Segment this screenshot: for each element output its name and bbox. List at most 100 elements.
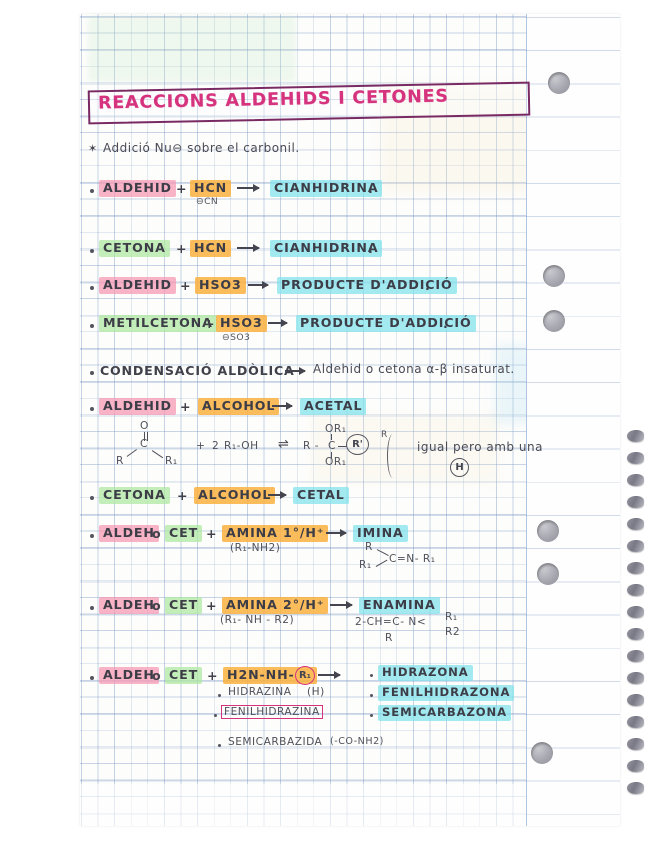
bond <box>331 452 333 458</box>
imina-structure-r-bottom: R₁ <box>359 559 372 571</box>
plus-sign: + <box>204 316 216 331</box>
product-cianhidrina: CIANHIDRINA <box>270 240 383 258</box>
reaction-arrow <box>285 367 306 374</box>
list-bullet <box>370 674 374 678</box>
right-margin <box>526 14 620 826</box>
reactant-hcn-anion: ⊖CN <box>196 196 219 207</box>
bond <box>147 432 149 441</box>
binder-hole <box>537 563 559 585</box>
reaction-arrow <box>268 491 287 498</box>
star-icon: ✶ <box>88 142 98 155</box>
reactant-metilcetona: METILCETONA <box>99 315 217 333</box>
plus-sign: + <box>177 488 189 503</box>
list-bullet <box>90 324 94 328</box>
pointer-curve <box>387 434 406 478</box>
enamina-structure-branch-r: R <box>385 632 393 644</box>
list-bullet <box>90 249 94 253</box>
product-fenilhidrazona: FENILHIDRAZONA <box>378 685 515 701</box>
spiral-coil <box>627 650 644 662</box>
binder-hole <box>548 72 570 94</box>
structure-or-top: OR₁ <box>325 423 347 435</box>
reactant-cetona: CETONA <box>99 487 170 505</box>
structure-right-c: C <box>328 440 336 452</box>
spiral-coil <box>627 474 644 486</box>
binder-hole <box>531 742 553 764</box>
plus-sign: + <box>180 278 192 293</box>
paper-tint-green <box>88 16 296 82</box>
spiral-coil <box>627 606 644 618</box>
plus-sign: + <box>206 598 218 613</box>
reactant-cet: CET <box>165 597 203 615</box>
spiral-coil <box>627 518 644 530</box>
reactant-aldehid: ALDEHID <box>99 277 176 295</box>
plus-sign: + <box>196 440 206 452</box>
spiral-coil <box>627 562 644 574</box>
reactant-aldeh: ALDEH <box>99 667 159 685</box>
right-margin-lines <box>526 14 620 826</box>
equilibrium-arrow: ⇌ <box>278 437 289 452</box>
spiral-coil <box>627 716 644 728</box>
reactant-aldehid: ALDEHID <box>99 180 176 198</box>
product-semicarbazona: SEMICARBAZONA <box>378 705 511 721</box>
coefficient-2: 2 <box>212 440 220 452</box>
structure-or-bottom: OR₁ <box>325 456 347 468</box>
enamina-structure-n-top: R₁ <box>445 611 458 623</box>
imina-structure-r-top: R <box>365 541 373 553</box>
binder-hole <box>543 265 565 287</box>
list-bullet <box>370 694 374 698</box>
list-bullet <box>218 744 222 748</box>
bond <box>331 434 333 440</box>
aldolic-label: CONDENSACIÓ ALDÒLICA <box>100 363 295 378</box>
curve-label-r: R <box>381 430 388 440</box>
aldolic-result: Aldehid o cetona α-β insaturat. <box>313 362 515 376</box>
list-bullet <box>90 534 94 538</box>
spiral-coil <box>627 540 644 552</box>
amina-2-formula: (R₁- NH - R2) <box>220 614 295 626</box>
product-addicio: PRODUCTE D'ADDICIÓ <box>277 277 457 295</box>
conjunction-o: o <box>152 668 162 683</box>
reaction-arrow <box>318 671 341 678</box>
reactant-hidrazina-formula: H2N-NH- <box>223 667 317 685</box>
structure-rprime-circled: R' <box>346 434 369 455</box>
list-bullet <box>214 714 218 718</box>
blank-bottom-area <box>80 784 526 826</box>
plus-sign: + <box>180 399 192 414</box>
period: . <box>368 241 374 256</box>
amina-1-formula: (R₁-NH2) <box>230 542 281 554</box>
enamina-structure-n-bottom: R2 <box>445 626 461 638</box>
reaction-arrow <box>326 529 347 536</box>
product-addicio: PRODUCTE D'ADDICIÓ <box>296 315 476 333</box>
reactant-amina-2: AMINA 2°/H⁺ <box>222 597 329 615</box>
structure-o: O <box>140 420 149 432</box>
reagent-hidrazina: HIDRAZINA <box>228 686 292 698</box>
spiral-coil <box>627 694 644 706</box>
spiral-coil <box>627 496 644 508</box>
spiral-coil <box>627 430 644 442</box>
period: . <box>425 278 431 293</box>
conjunction-o: o <box>152 526 162 541</box>
bond <box>144 432 146 441</box>
reactant-amina-1: AMINA 1°/H⁺ <box>222 525 329 543</box>
reaction-arrow <box>268 319 288 326</box>
list-bullet <box>90 496 94 500</box>
reactant-hso3: HSO3 <box>195 277 246 295</box>
spiral-coil <box>627 760 644 772</box>
spiral-coil <box>627 452 644 464</box>
reactant-alcohol: ALCOHOL <box>194 487 276 505</box>
binder-hole <box>537 520 559 542</box>
margin-rule-line <box>526 14 527 826</box>
acetal-note: igual pero amb una <box>417 440 543 454</box>
list-bullet <box>90 407 94 411</box>
product-hidrazona: HIDRAZONA <box>378 665 473 681</box>
spiral-coil <box>627 672 644 684</box>
product-cianhidrina: CIANHIDRINA <box>270 180 383 198</box>
structure-c: C <box>140 438 148 450</box>
list-bullet <box>90 189 94 193</box>
product-cetal: CETAL <box>293 487 349 505</box>
reaction-arrow <box>272 402 293 409</box>
reactant-aldehid: ALDEHID <box>99 398 176 416</box>
reaction-arrow <box>330 601 353 608</box>
acetal-note-h-circled: H <box>450 458 469 477</box>
reaction-arrow <box>237 244 260 251</box>
